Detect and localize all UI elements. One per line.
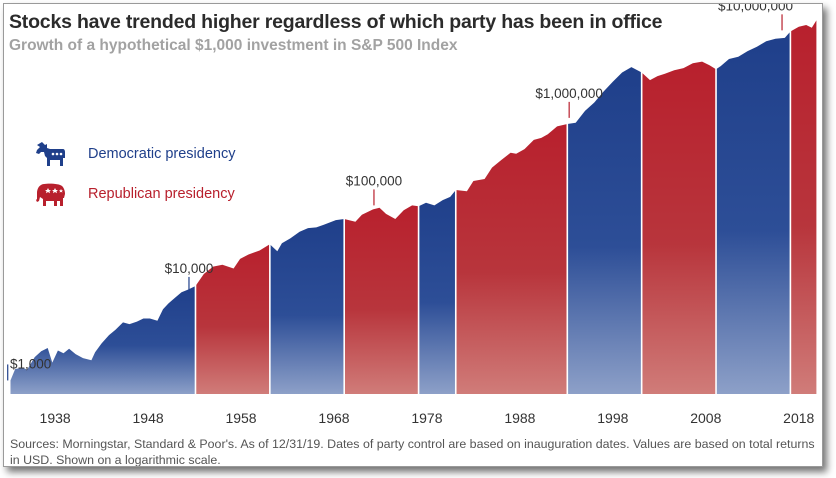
- x-tick-label: 1978: [411, 410, 442, 426]
- x-tick-label: 2008: [690, 410, 721, 426]
- chart-title: Stocks have trended higher regardless of…: [9, 11, 663, 33]
- period-area-dem-2: [269, 219, 345, 394]
- legend-republican: Republican presidency: [34, 179, 235, 209]
- x-tick-label: 1998: [597, 410, 628, 426]
- legend-label-republican: Republican presidency: [88, 186, 235, 202]
- chart-subtitle: Growth of a hypothetical $1,000 investme…: [9, 37, 458, 54]
- period-area-rep-7: [641, 61, 716, 394]
- area-chart: $1,000 $10,000 $100,000 $1,000,000 $10,000,0…: [7, 4, 817, 426]
- x-tick-label: 1968: [318, 410, 349, 426]
- annotation-label: $100,000: [346, 173, 402, 188]
- x-tick-label: 2018: [783, 410, 814, 426]
- x-tick-label: 1958: [225, 410, 256, 426]
- period-area-dem-6: [567, 67, 642, 394]
- annotation-label: $10,000,000: [718, 4, 793, 13]
- legend-democratic: Democratic presidency: [34, 139, 235, 169]
- annotation-label: $1,000,000: [535, 86, 603, 101]
- period-area-dem-8: [716, 31, 791, 394]
- x-tick-label: 1948: [133, 410, 164, 426]
- period-area-rep-3: [344, 205, 419, 394]
- legend-label-democratic: Democratic presidency: [88, 146, 236, 162]
- period-area-rep-9: [790, 20, 817, 395]
- annotation-label: $10,000: [165, 261, 214, 276]
- donkey-icon: [36, 142, 65, 166]
- period-area-rep-5: [455, 124, 568, 394]
- x-tick-label: 1938: [40, 410, 71, 426]
- chart-panel: Stocks have trended higher regardless of…: [3, 3, 823, 467]
- x-tick-label: 1988: [504, 410, 535, 426]
- annotation-label: $1,000: [10, 356, 51, 371]
- period-area-rep-1: [195, 244, 270, 394]
- elephant-icon: [36, 183, 65, 206]
- sources-note: Sources: Morningstar, Standard & Poor's.…: [10, 437, 815, 467]
- period-area-dem-0: [10, 286, 196, 394]
- period-area-dem-4: [418, 190, 456, 394]
